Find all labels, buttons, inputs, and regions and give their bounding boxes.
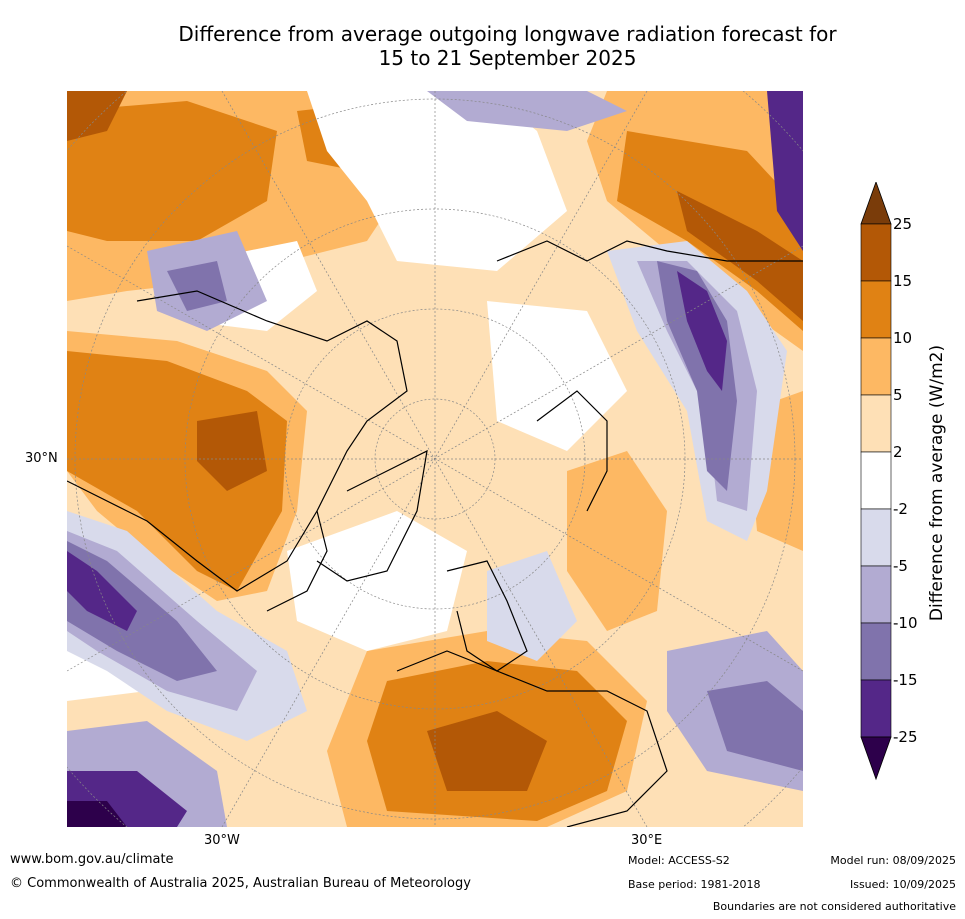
colorbar-segment	[860, 223, 892, 282]
colorbar-title: Difference from average (W/m2)	[927, 344, 947, 622]
colorbar-tick-label: 15	[893, 272, 913, 290]
colorbar	[856, 180, 896, 782]
colorbar-segment	[860, 337, 892, 396]
colorbar-segment	[860, 280, 892, 339]
colorbar-segment	[860, 451, 892, 510]
anomaly-map	[67, 91, 803, 827]
colorbar-tick-label: 2	[893, 443, 903, 461]
map-canvas	[67, 91, 803, 827]
lat-label-30n: 30°N	[25, 451, 58, 466]
colorbar-segment	[860, 679, 892, 738]
colorbar-segment	[860, 622, 892, 681]
colorbar-tick-label: -2	[893, 500, 908, 518]
colorbar-tick-label: -15	[893, 671, 918, 689]
title-line-2: 15 to 21 September 2025	[378, 46, 637, 70]
lon-label-30w: 30°W	[204, 833, 240, 848]
colorbar-tick-label: 5	[893, 386, 903, 404]
colorbar-tick-label: 25	[893, 215, 913, 233]
negative-anomalies	[67, 91, 803, 827]
colorbar-graphic	[860, 180, 892, 781]
footer-copyright: © Commonwealth of Australia 2025, Austra…	[10, 876, 471, 891]
footer-model: Model: ACCESS-S2	[628, 854, 730, 867]
colorbar-segments	[860, 180, 892, 781]
positive-anomalies	[67, 91, 803, 827]
title-line-1: Difference from average outgoing longwav…	[178, 22, 837, 46]
chart-title: Difference from average outgoing longwav…	[100, 22, 915, 70]
graticule	[67, 91, 803, 827]
coastlines	[67, 240, 803, 827]
footer-base-period: Base period: 1981-2018	[628, 878, 761, 891]
colorbar-tick-label: -5	[893, 557, 908, 575]
colorbar-extend-bottom	[860, 736, 892, 781]
footer-issued: Issued: 10/09/2025	[849, 878, 956, 891]
colorbar-segment	[860, 508, 892, 567]
colorbar-tick-label: -10	[893, 614, 918, 632]
footer-url[interactable]: www.bom.gov.au/climate	[10, 852, 174, 867]
colorbar-tick-label: -25	[893, 728, 918, 746]
colorbar-segment	[860, 565, 892, 624]
colorbar-tick-label: 10	[893, 329, 913, 347]
colorbar-segment	[860, 394, 892, 453]
lon-label-30e: 30°E	[631, 833, 663, 848]
footer-model-run: Model run: 08/09/2025	[830, 854, 956, 867]
colorbar-extend-top	[860, 180, 892, 225]
footer-disclaimer: Boundaries are not considered authoritat…	[712, 900, 956, 913]
neutral-areas	[67, 91, 627, 701]
